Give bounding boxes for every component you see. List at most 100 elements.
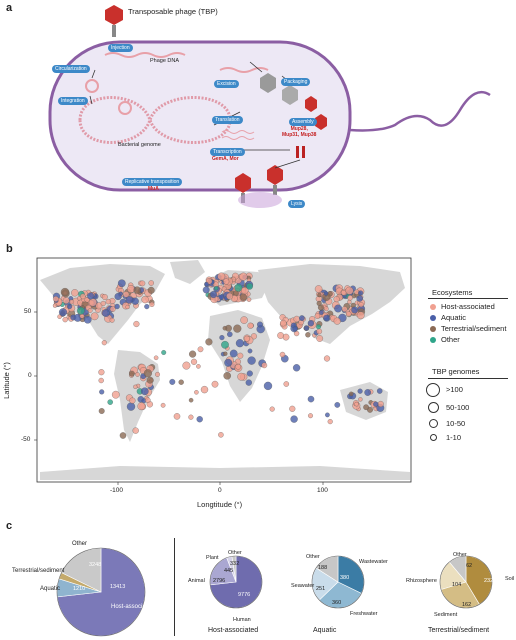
released-phage-1 bbox=[235, 173, 251, 193]
sampling-point bbox=[202, 286, 210, 294]
sampling-point bbox=[194, 390, 199, 395]
sampling-point bbox=[98, 408, 105, 414]
sampling-point bbox=[299, 315, 305, 321]
sampling-point bbox=[314, 313, 321, 319]
sampling-point bbox=[132, 427, 139, 434]
circular-dna-2 bbox=[118, 101, 132, 115]
sampling-point bbox=[316, 335, 324, 342]
sampling-point bbox=[247, 356, 256, 365]
sampling-point bbox=[279, 351, 286, 358]
sampling-point bbox=[109, 306, 116, 312]
sampling-point bbox=[333, 296, 340, 303]
sampling-point bbox=[269, 406, 275, 412]
legend-dot-other bbox=[430, 337, 436, 343]
bacterial-cell bbox=[48, 40, 352, 192]
sampling-point bbox=[190, 358, 198, 365]
pie2-other-label: Other bbox=[306, 554, 320, 560]
flagellum bbox=[349, 90, 491, 132]
sampling-point bbox=[107, 399, 113, 405]
legend-terrestrial: Terrestrial/sediment bbox=[441, 324, 507, 333]
legend-other: Other bbox=[441, 335, 460, 344]
pie1-human-value: 9776 bbox=[238, 592, 251, 598]
sampling-point bbox=[189, 350, 197, 358]
step-transcription: Transcription bbox=[210, 148, 245, 156]
pie3-rhizosphere-label: Rhizosphere bbox=[406, 578, 437, 584]
pie1-other-label: Other bbox=[228, 550, 242, 556]
sampling-point bbox=[217, 272, 226, 281]
sampling-point bbox=[98, 369, 105, 376]
sampling-point bbox=[122, 291, 130, 298]
sampling-point bbox=[119, 432, 127, 439]
sampling-point bbox=[323, 291, 329, 296]
sampling-point bbox=[356, 295, 363, 302]
sampling-point bbox=[149, 301, 155, 307]
sampling-point bbox=[333, 317, 341, 325]
pie3-other-value: 62 bbox=[466, 563, 473, 569]
legend-size-100-label: >100 bbox=[446, 385, 463, 394]
step-replicative: Replicative transposition bbox=[122, 178, 183, 186]
sampling-point bbox=[188, 397, 194, 403]
sampling-point bbox=[247, 322, 254, 329]
pie2-wastewater-value: 380 bbox=[340, 575, 350, 581]
sampling-point bbox=[307, 320, 315, 327]
sampling-point bbox=[146, 376, 154, 384]
excised-dna bbox=[219, 67, 269, 73]
sampling-point bbox=[223, 351, 228, 356]
sampling-point bbox=[316, 300, 322, 306]
sampling-point bbox=[243, 335, 250, 342]
sampling-point bbox=[90, 312, 99, 321]
sampling-point bbox=[101, 309, 110, 317]
sampling-point bbox=[237, 372, 246, 381]
world-map-plot bbox=[34, 257, 412, 485]
sampling-point bbox=[233, 324, 242, 333]
incoming-phage-tail bbox=[112, 25, 116, 37]
sampling-point bbox=[283, 381, 290, 387]
sampling-point bbox=[292, 326, 298, 332]
sampling-point bbox=[263, 381, 273, 391]
sampling-point bbox=[246, 297, 252, 302]
pie0-host-label: Host-associated bbox=[111, 604, 155, 610]
sampling-point bbox=[235, 363, 242, 370]
x-tick-100: 100 bbox=[317, 487, 328, 494]
sampling-point bbox=[289, 405, 296, 412]
sampling-point bbox=[227, 331, 233, 338]
incoming-phage-head bbox=[105, 5, 123, 25]
released-phage-2-tail bbox=[273, 185, 277, 195]
sampling-point bbox=[345, 286, 354, 295]
legend-dot-aquatic bbox=[430, 315, 436, 321]
sampling-point bbox=[229, 349, 238, 358]
sampling-point bbox=[127, 285, 135, 293]
replicative-genes: MuA bbox=[148, 186, 159, 192]
bacterial-genome-label: Bacterial genome bbox=[118, 142, 161, 148]
sampling-point bbox=[358, 397, 363, 402]
sampling-point bbox=[214, 286, 219, 291]
sampling-point bbox=[204, 282, 209, 287]
sampling-point bbox=[261, 362, 268, 369]
sampling-point bbox=[341, 306, 348, 312]
pie0-host-value: 13413 bbox=[110, 584, 126, 590]
sampling-point bbox=[160, 402, 166, 408]
sampling-point bbox=[235, 339, 244, 348]
phage-dna bbox=[104, 52, 186, 58]
sampling-point bbox=[223, 278, 230, 285]
sampling-point bbox=[133, 320, 140, 328]
sampling-point bbox=[290, 415, 298, 423]
y-tick-0: 0 bbox=[28, 372, 32, 379]
sampling-point bbox=[303, 325, 310, 331]
sampling-point bbox=[340, 290, 347, 296]
sampling-point bbox=[129, 370, 135, 377]
sampling-point bbox=[356, 311, 365, 320]
sampling-point bbox=[358, 290, 364, 296]
panel-c-label: c bbox=[6, 520, 13, 532]
sampling-point bbox=[363, 404, 369, 411]
step-packaging: Packaging bbox=[281, 78, 311, 86]
sampling-point bbox=[161, 350, 167, 355]
sampling-point bbox=[196, 364, 201, 369]
sampling-point bbox=[334, 402, 341, 408]
sampling-point bbox=[318, 310, 324, 315]
sampling-point bbox=[62, 297, 70, 304]
sampling-point bbox=[139, 280, 146, 287]
x-tick-0: 0 bbox=[218, 487, 222, 494]
sampling-point bbox=[114, 303, 120, 310]
sampling-point bbox=[358, 302, 364, 308]
